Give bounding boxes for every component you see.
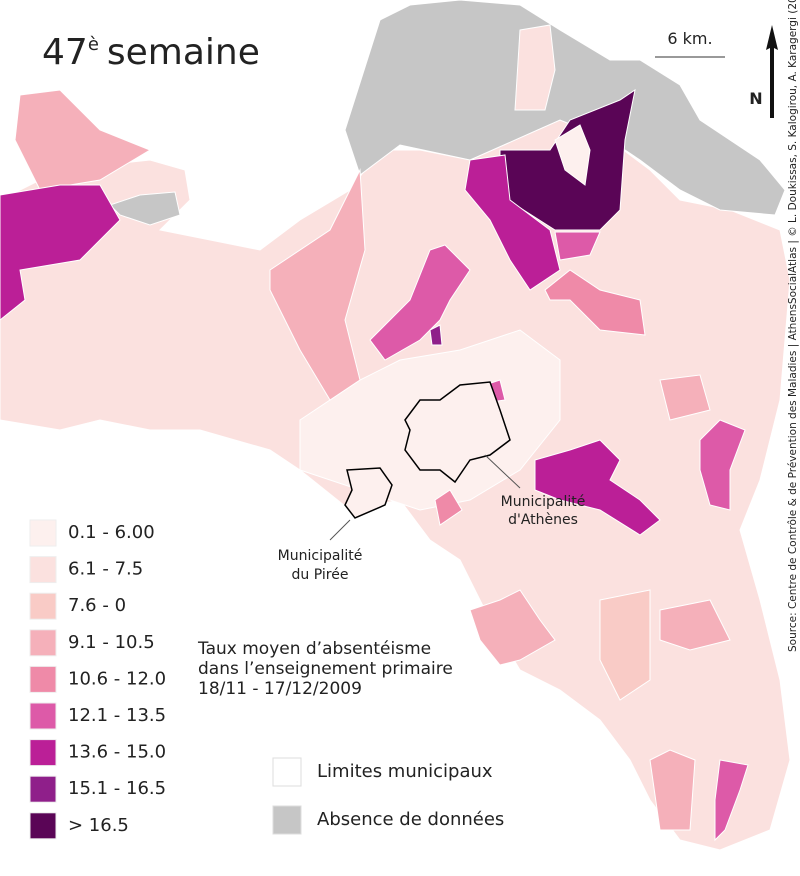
no-data [109, 191, 181, 226]
district [0, 184, 121, 321]
district [544, 269, 646, 336]
district [659, 374, 711, 421]
legend-label: Limites municipaux [317, 761, 493, 782]
district [429, 324, 443, 346]
legend-swatch [29, 665, 57, 693]
legend-label: 9.1 - 10.5 [68, 632, 155, 653]
legend-title: Taux moyen d’absentéisme dans l’enseignem… [197, 639, 453, 699]
legend-swatch [29, 739, 57, 767]
district [434, 489, 463, 526]
district [554, 124, 591, 186]
district [269, 168, 366, 401]
district [659, 599, 731, 651]
district [469, 589, 556, 666]
district [534, 439, 661, 536]
district [14, 89, 152, 191]
leader-line [329, 519, 351, 541]
north-arrow [766, 25, 778, 118]
legend-label: 15.1 - 16.5 [68, 778, 166, 799]
district [464, 154, 561, 291]
district [554, 231, 601, 261]
athens-boundary [404, 381, 511, 484]
legend-label: 12.1 - 13.5 [68, 705, 166, 726]
legend-label: 13.6 - 15.0 [68, 742, 166, 763]
legend-label: 10.6 - 12.0 [68, 668, 166, 689]
legend-swatch [272, 805, 302, 835]
piraeus-label: Municipalité du Pirée [278, 548, 363, 583]
title: 47è semaine [42, 32, 260, 73]
legend-swatch [29, 812, 57, 840]
legend-swatch [29, 775, 57, 803]
source: Source: Centre de Contrôle & de Préventi… [787, 0, 799, 652]
district [369, 244, 471, 361]
map-shapes [0, 0, 791, 851]
scale-label: 6 km. [667, 29, 712, 48]
legend-swatch [272, 757, 302, 787]
leader-line [484, 454, 521, 489]
legend-swatch [29, 702, 57, 730]
legend-label: Absence de données [317, 809, 504, 830]
legend-swatch [29, 519, 57, 547]
legend-label: 6.1 - 7.5 [68, 559, 143, 580]
district [599, 589, 651, 701]
north-label: N [749, 89, 762, 108]
legend-label: 7.6 - 0 [68, 595, 126, 616]
piraeus-boundary [344, 467, 393, 519]
no-data [344, 0, 786, 216]
district [649, 749, 696, 831]
district [514, 24, 556, 111]
legend: 0.1 - 6.00 6.1 - 7.5 7.6 - 0 9.1 - 10.5 10.6… [29, 519, 504, 840]
legend-label: 0.1 - 6.00 [68, 522, 155, 543]
legend-swatch [29, 556, 57, 584]
legend-swatch [29, 629, 57, 657]
athens-label: Municipalité d'Athènes [501, 494, 586, 528]
district [699, 419, 746, 511]
legend-swatch [29, 592, 57, 620]
legend-label: > 16.5 [68, 815, 129, 836]
district [714, 759, 749, 842]
